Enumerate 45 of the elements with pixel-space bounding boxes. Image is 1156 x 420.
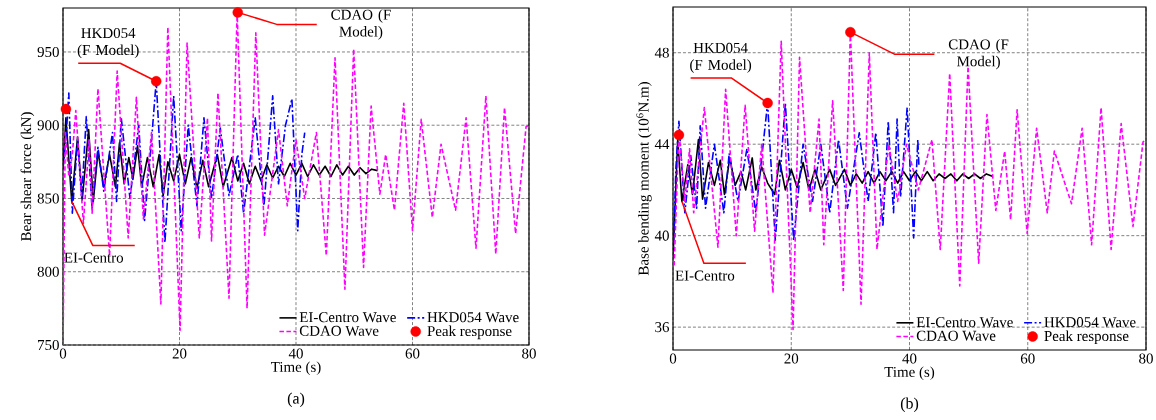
point: [151, 76, 162, 87]
annotation: CDAO (F Model): [331, 9, 391, 40]
x-tick-label: 0: [669, 353, 677, 364]
x-tick-label: 20: [784, 353, 799, 364]
x-axis-title: Time (s): [884, 366, 935, 380]
annotation: EI-Centro: [675, 270, 735, 281]
annotation: EI-Centro: [64, 252, 124, 263]
legend-label: Peak response: [1044, 330, 1129, 345]
x-tick-label: 20: [172, 348, 187, 359]
y-tick-label: 40: [654, 230, 669, 241]
y-tick-label: 900: [37, 120, 59, 131]
x-tick-label: 40: [902, 353, 917, 364]
legend-label: HKD054 Wave: [427, 312, 519, 323]
x-tick-label: 80: [522, 348, 536, 359]
text: (b): [900, 397, 919, 412]
y-tick-label: 36: [655, 322, 670, 333]
legend-label: HKD054 Wave: [1044, 317, 1136, 328]
y-tick-label: 48: [654, 47, 669, 58]
point: [762, 97, 773, 109]
y-axis-title: Bear shear force (kN): [20, 112, 35, 241]
legend-label: Peak response: [427, 325, 512, 340]
point: [845, 26, 856, 38]
y-tick-label: 44: [654, 139, 670, 150]
annotation: HKD054 (F Model): [690, 42, 752, 73]
annotation: HKD054 (F Model): [77, 28, 139, 59]
y-axis-title: Base bending moment (10$^{6}$N.m): [636, 82, 652, 276]
legend-label: EI-Centro Wave: [916, 317, 1013, 328]
x-tick-label: 0: [59, 348, 67, 359]
y-tick-label: 800: [37, 266, 59, 277]
y-tick-label: 950: [37, 46, 59, 57]
x-tick-label: 60: [1020, 353, 1035, 364]
legend-label: EI-Centro Wave: [299, 312, 396, 323]
legend-label: CDAO Wave: [916, 330, 996, 341]
x-tick-label: 60: [405, 348, 420, 359]
annotation: CDAO (F Model): [948, 38, 1009, 70]
legend-label: CDAO Wave: [299, 325, 379, 336]
point: [232, 7, 243, 18]
y-tick-label: 750: [38, 339, 59, 351]
point: [60, 103, 72, 115]
x-tick-label: 40: [288, 348, 303, 359]
y-tick-label: 850: [37, 193, 59, 204]
x-tick-label: 80: [1139, 353, 1153, 364]
x-axis-title: Time (s): [271, 361, 321, 375]
point: [673, 129, 685, 141]
text: (a): [287, 392, 305, 407]
